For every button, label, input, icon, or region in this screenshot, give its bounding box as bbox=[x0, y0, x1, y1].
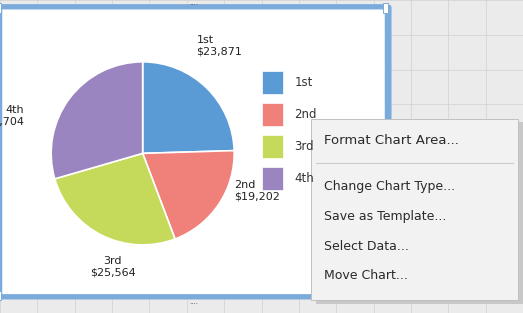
Text: 1st
$23,871: 1st $23,871 bbox=[197, 35, 242, 57]
Wedge shape bbox=[51, 62, 143, 179]
Text: Select Data...: Select Data... bbox=[324, 239, 409, 253]
Bar bbox=[262, 135, 283, 158]
Bar bbox=[311, 119, 518, 300]
FancyBboxPatch shape bbox=[0, 7, 389, 297]
Bar bbox=[262, 71, 283, 94]
Wedge shape bbox=[55, 153, 175, 245]
Text: 4th: 4th bbox=[294, 172, 314, 185]
Bar bbox=[262, 103, 283, 126]
Wedge shape bbox=[143, 151, 234, 239]
Bar bbox=[383, 147, 387, 156]
Text: 2nd
$19,202: 2nd $19,202 bbox=[234, 180, 280, 202]
Wedge shape bbox=[143, 62, 234, 153]
Text: Move Chart...: Move Chart... bbox=[324, 269, 408, 282]
Text: 4th
$28,704: 4th $28,704 bbox=[0, 105, 24, 126]
Bar bbox=[262, 167, 283, 190]
Text: Change Chart Type...: Change Chart Type... bbox=[324, 180, 456, 192]
Text: ....: .... bbox=[189, 299, 198, 305]
Text: ....: .... bbox=[189, 0, 198, 6]
Text: Format Chart Area...: Format Chart Area... bbox=[324, 134, 459, 147]
Text: 1st: 1st bbox=[294, 76, 313, 89]
Text: 3rd
$25,564: 3rd $25,564 bbox=[89, 256, 135, 277]
Bar bbox=[316, 122, 523, 304]
Bar bbox=[383, 3, 388, 13]
Bar bbox=[383, 291, 388, 300]
Text: 2nd: 2nd bbox=[294, 108, 317, 121]
Text: Save as Template...: Save as Template... bbox=[324, 210, 447, 223]
Text: 3rd: 3rd bbox=[294, 140, 314, 153]
FancyBboxPatch shape bbox=[2, 9, 385, 295]
